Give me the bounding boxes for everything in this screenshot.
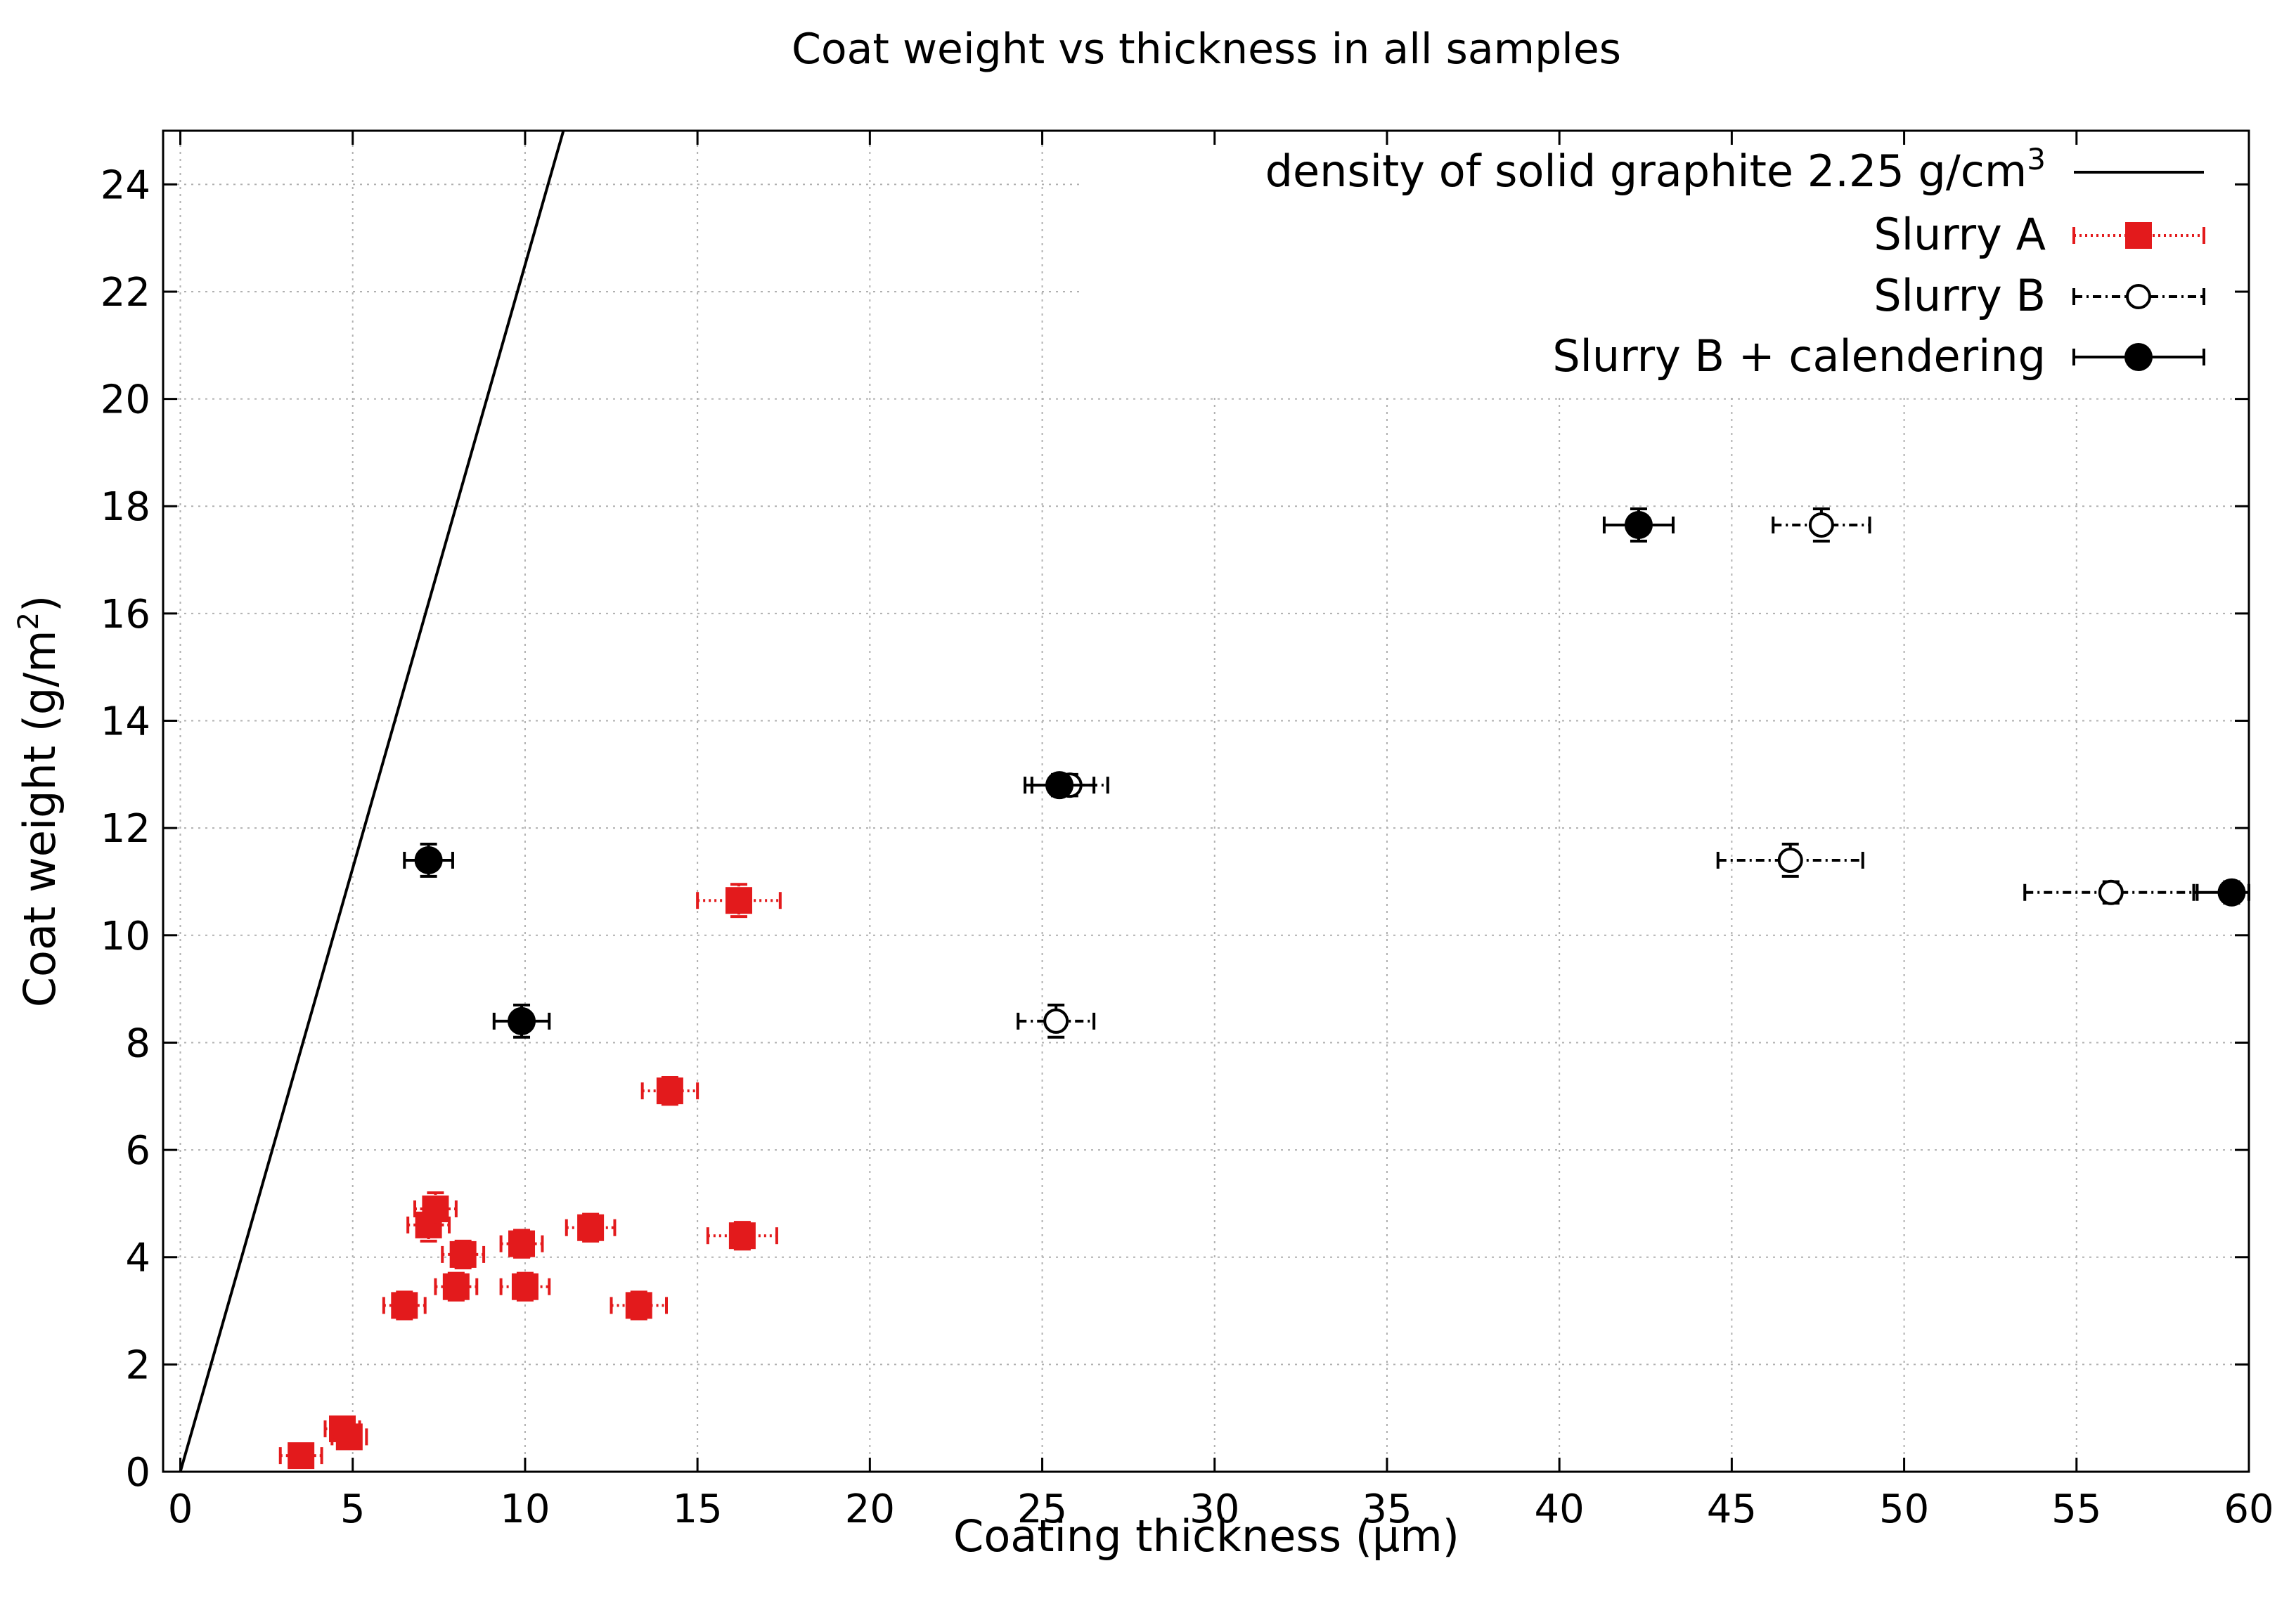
data-point (288, 1442, 315, 1470)
data-point (1043, 1008, 1069, 1034)
x-tick-label: 55 (2051, 1486, 2101, 1532)
y-tick-label: 24 (101, 162, 150, 208)
y-tick-label: 8 (125, 1021, 150, 1066)
error-bars (610, 1290, 669, 1321)
data-point (728, 1222, 756, 1250)
x-tick-label: 25 (1017, 1486, 1067, 1532)
chart-title: Coat weight vs thickness in all samples (792, 25, 1621, 74)
data-point (625, 1292, 652, 1319)
data-series (278, 507, 2250, 1470)
data-point (391, 1292, 418, 1319)
legend-label: Slurry B + calendering (1552, 330, 2046, 382)
error-bars (640, 1076, 699, 1106)
data-point (1045, 771, 1074, 800)
legend-background (1083, 134, 2246, 394)
data-point (422, 1196, 449, 1223)
data-point (414, 846, 443, 874)
x-tick-label: 60 (2224, 1486, 2274, 1532)
y-tick-label: 20 (101, 377, 150, 423)
error-bars (499, 1229, 544, 1259)
y-tick-label: 14 (101, 699, 150, 745)
y-axis-label-sup: 2 (13, 612, 45, 630)
x-axis-label: Coating thickness (µm) (953, 1510, 1459, 1562)
legend-swatch-marker (2125, 222, 2152, 249)
x-tick-label: 30 (1189, 1486, 1239, 1532)
data-point (449, 1240, 477, 1268)
data-point (442, 1273, 470, 1300)
grid (163, 131, 2249, 1472)
legend-swatch (2072, 284, 2205, 309)
y-tick-label: 12 (101, 806, 150, 852)
x-tick-label: 5 (340, 1486, 366, 1532)
error-bars (382, 1290, 427, 1321)
legend-label: Slurry B (1873, 270, 2046, 321)
x-tick-label: 45 (1707, 1486, 1757, 1532)
y-axis-label-main: Coat weight (g/m (14, 630, 65, 1007)
x-tick-label: 15 (673, 1486, 723, 1532)
y-tick-label: 2 (125, 1342, 150, 1388)
y-tick-label: 6 (125, 1128, 150, 1174)
data-point (1777, 847, 1803, 873)
density-line (179, 130, 565, 1472)
y-tick-label: 18 (101, 484, 150, 530)
data-point (1808, 512, 1834, 538)
error-bars (434, 1271, 479, 1302)
legend-label: Slurry A (1873, 209, 2046, 260)
data-point (656, 1077, 683, 1105)
legend-swatch (2072, 343, 2205, 371)
y-axis-label: Coat weight (g/m2) (13, 595, 65, 1007)
legend-swatch (2072, 222, 2205, 249)
data-point (2217, 878, 2246, 907)
data-point (725, 887, 752, 914)
data-point (1624, 510, 1653, 539)
x-tick-label: 50 (1879, 1486, 1929, 1532)
density-line-path (179, 130, 565, 1472)
x-tick-label: 40 (1535, 1486, 1585, 1532)
series-slurry-b (1017, 507, 2199, 1039)
y-tick-label: 4 (125, 1236, 150, 1281)
legend-swatch-marker (2126, 284, 2151, 309)
data-point (335, 1423, 363, 1451)
x-tick-label: 10 (500, 1486, 550, 1532)
plot-frame (162, 129, 2250, 1473)
error-bars (441, 1239, 486, 1269)
data-point (508, 1006, 536, 1035)
data-point (577, 1214, 605, 1241)
legend-label-density: density of solid graphite 2.25 g/cm3 (1265, 142, 2046, 197)
series-slurry-b-calendering (403, 507, 2250, 1039)
x-tick-label: 35 (1362, 1486, 1412, 1532)
data-point (508, 1230, 536, 1257)
y-axis-label-end: ) (14, 595, 65, 612)
y-tick-label: 0 (125, 1450, 150, 1496)
y-tick-label: 22 (101, 270, 150, 316)
x-axis: 0 5 10 15 20 25 30 35 40 45 50 55 60 (168, 131, 2274, 1532)
series-slurry-a (278, 883, 782, 1470)
y-tick-label: 10 (101, 914, 150, 959)
legend-label-density-sup: 3 (2027, 142, 2046, 176)
legend-label-density-main: density of solid graphite 2.25 g/cm (1265, 145, 2027, 197)
legend: density of solid graphite 2.25 g/cm3 Slur… (1265, 142, 2205, 382)
y-tick-label: 16 (101, 592, 150, 637)
error-bars (413, 1191, 458, 1226)
data-point (511, 1273, 538, 1300)
legend-swatch-marker (2124, 343, 2153, 371)
x-tick-label: 20 (845, 1486, 895, 1532)
x-tick-label: 0 (168, 1486, 193, 1532)
data-point (2098, 879, 2124, 905)
